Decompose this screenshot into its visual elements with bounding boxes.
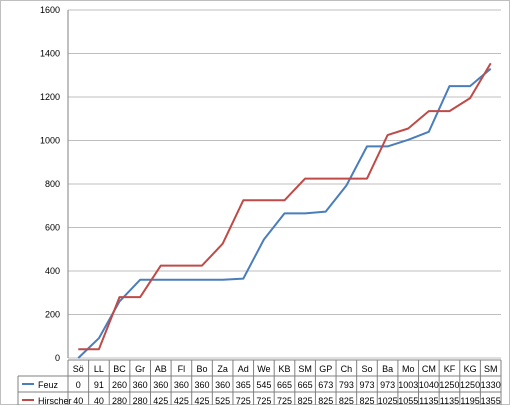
data-label: 360 bbox=[153, 380, 168, 390]
x-tick-label: KF bbox=[444, 364, 456, 374]
data-label: 40 bbox=[94, 396, 104, 405]
y-tick-label: 800 bbox=[45, 179, 60, 189]
x-tick-label: Za bbox=[217, 364, 228, 374]
data-label: 973 bbox=[380, 380, 395, 390]
data-label: 91 bbox=[94, 380, 104, 390]
data-label: 1055 bbox=[398, 396, 418, 405]
y-tick-label: 1000 bbox=[40, 136, 60, 146]
y-tick-label: 200 bbox=[45, 310, 60, 320]
data-label: 825 bbox=[318, 396, 333, 405]
gridlines bbox=[68, 9, 501, 359]
data-label: 725 bbox=[236, 396, 251, 405]
y-tick-label: 0 bbox=[55, 353, 60, 363]
data-table: Sö LL BC Gr AB Fl Bo Za Ad We KB SM GP Ch So Ba Mo CM KF KG… bbox=[17, 359, 502, 405]
y-tick-label: 600 bbox=[45, 223, 60, 233]
series-line-feuz bbox=[77, 67, 492, 359]
x-tick-label: Ba bbox=[382, 364, 393, 374]
data-label: 360 bbox=[174, 380, 189, 390]
x-tick-label: KB bbox=[278, 364, 290, 374]
x-tick-label: Ch bbox=[341, 364, 353, 374]
y-tick-label: 1200 bbox=[40, 92, 60, 102]
x-tick-label: Ad bbox=[238, 364, 249, 374]
y-tick-label: 1600 bbox=[40, 5, 60, 15]
data-label: 973 bbox=[359, 380, 374, 390]
data-label: 665 bbox=[277, 380, 292, 390]
data-label: 425 bbox=[174, 396, 189, 405]
data-label: 425 bbox=[153, 396, 168, 405]
data-label: 665 bbox=[298, 380, 313, 390]
data-label: 725 bbox=[256, 396, 271, 405]
data-label: 360 bbox=[195, 380, 210, 390]
data-label: 1135 bbox=[419, 396, 438, 405]
y-axis: 0 200 400 600 800 1000 1200 1400 1600 bbox=[40, 5, 69, 363]
data-label: 673 bbox=[318, 380, 333, 390]
data-label: 1003 bbox=[398, 380, 418, 390]
data-label: 825 bbox=[298, 396, 313, 405]
series-lines bbox=[77, 62, 492, 359]
data-label: 793 bbox=[339, 380, 354, 390]
data-label: 825 bbox=[339, 396, 354, 405]
x-tick-label: We bbox=[257, 364, 270, 374]
x-tick-label: Fl bbox=[178, 364, 186, 374]
x-tick-label: SM bbox=[298, 364, 312, 374]
data-label: 1195 bbox=[460, 396, 479, 405]
data-label: 545 bbox=[256, 380, 271, 390]
data-label: 1025 bbox=[378, 396, 398, 405]
legend-label: Feuz bbox=[38, 380, 59, 390]
data-label: 280 bbox=[133, 396, 148, 405]
x-tick-label: KG bbox=[464, 364, 477, 374]
data-label: 365 bbox=[236, 380, 251, 390]
y-tick-label: 1400 bbox=[40, 49, 60, 59]
y-tick-label: 400 bbox=[45, 266, 60, 276]
x-tick-label: So bbox=[361, 364, 372, 374]
data-label: 1355 bbox=[481, 396, 501, 405]
data-label: 1250 bbox=[439, 380, 459, 390]
x-tick-label: Mo bbox=[402, 364, 415, 374]
data-label: 260 bbox=[112, 380, 127, 390]
data-label: 425 bbox=[195, 396, 210, 405]
x-tick-label: CM bbox=[422, 364, 436, 374]
data-label: 360 bbox=[215, 380, 230, 390]
data-label: 1040 bbox=[419, 380, 439, 390]
data-label: 360 bbox=[133, 380, 148, 390]
data-label: 1250 bbox=[460, 380, 480, 390]
x-tick-label: AB bbox=[155, 364, 167, 374]
data-label: 280 bbox=[112, 396, 127, 405]
data-label: 725 bbox=[277, 396, 292, 405]
data-label: 825 bbox=[359, 396, 374, 405]
x-tick-label: Gr bbox=[135, 364, 145, 374]
x-tick-label: Sö bbox=[73, 364, 84, 374]
series-line-hirscher bbox=[78, 62, 492, 351]
legend-label: Hirscher bbox=[38, 396, 72, 405]
data-label: 1330 bbox=[481, 380, 501, 390]
data-label: 1135 bbox=[440, 396, 459, 405]
data-label: 40 bbox=[73, 396, 83, 405]
x-tick-label: SM bbox=[484, 364, 498, 374]
x-tick-label: Bo bbox=[197, 364, 208, 374]
x-tick-label: BC bbox=[113, 364, 126, 374]
data-label: 0 bbox=[76, 380, 81, 390]
x-tick-label: GP bbox=[319, 364, 332, 374]
x-tick-label: LL bbox=[94, 364, 104, 374]
data-label: 525 bbox=[215, 396, 230, 405]
